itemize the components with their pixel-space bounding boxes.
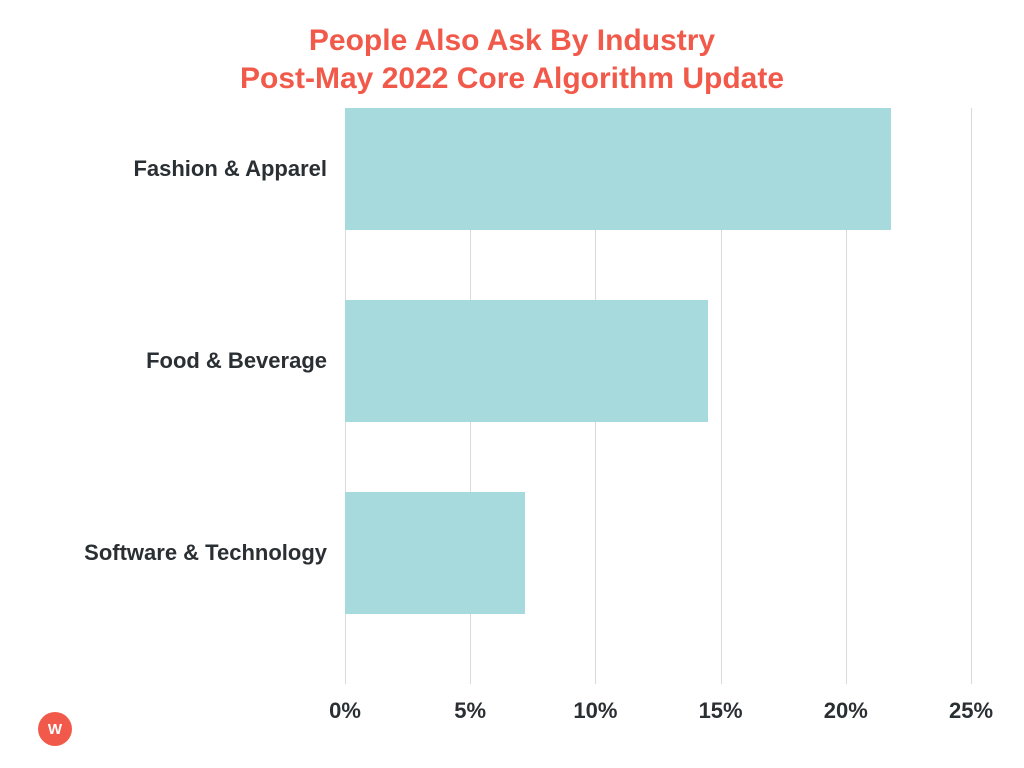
bar (345, 300, 708, 422)
brand-logo-letter: W (48, 721, 62, 738)
x-tick-label: 25% (949, 698, 993, 724)
x-tick-label: 20% (824, 698, 868, 724)
x-tick-label: 15% (699, 698, 743, 724)
x-tick-label: 5% (454, 698, 486, 724)
x-tick-label: 0% (329, 698, 361, 724)
gridline (971, 108, 972, 684)
x-tick-label: 10% (573, 698, 617, 724)
plot-area: 0%5%10%15%20%25%Fashion & ApparelFood & … (345, 108, 971, 684)
category-label: Food & Beverage (146, 348, 327, 374)
category-label: Software & Technology (84, 540, 327, 566)
category-label: Fashion & Apparel (133, 156, 327, 182)
bar (345, 108, 891, 230)
brand-logo: W (38, 712, 72, 746)
chart-container: 0% 5% 10% 15% 20% 25% Fashion & Apparel Food & … (0, 0, 1024, 768)
bar (345, 492, 525, 614)
